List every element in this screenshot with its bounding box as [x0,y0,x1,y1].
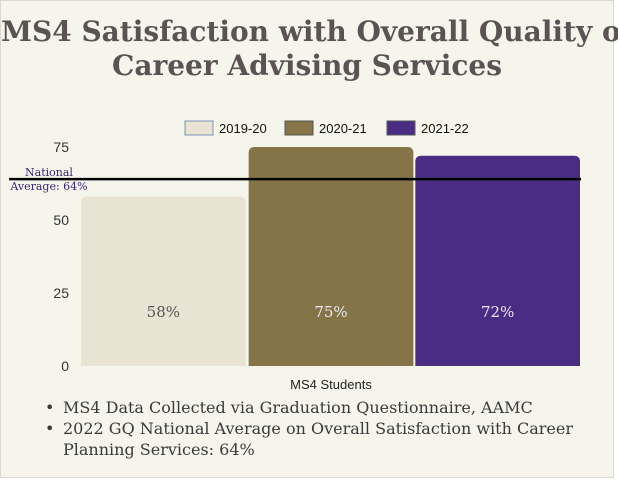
legend-swatch [184,120,214,136]
bar [415,155,580,366]
y-tick-label: 25 [53,285,69,301]
note-item: 2022 GQ National Average on Overall Sati… [41,418,601,460]
bar [81,196,246,366]
note-item: MS4 Data Collected via Graduation Questi… [41,397,601,418]
title-line-2: Career Advising Services [112,49,502,82]
legend-swatch [386,120,416,136]
national-average-label: National [25,166,73,179]
page-title: MS4 Satisfaction with Overall Quality of… [1,15,618,83]
legend-label: 2021-22 [421,121,469,136]
national-average-label: Average: 64% [9,180,87,193]
y-tick-label: 0 [61,358,69,374]
legend-label: 2020-21 [319,121,367,136]
data-label: 75% [314,303,347,321]
notes-list: MS4 Data Collected via Graduation Questi… [41,397,601,460]
title-line-1: MS4 Satisfaction with Overall Quality of [1,15,618,48]
legend-label: 2019-20 [219,121,267,136]
x-axis-label: MS4 Students [290,377,372,392]
bar [248,147,414,366]
legend-swatch [284,120,314,136]
y-tick-label: 50 [53,212,69,228]
y-tick-label: 75 [53,139,69,155]
data-label: 58% [147,303,180,321]
data-label: 72% [481,303,514,321]
